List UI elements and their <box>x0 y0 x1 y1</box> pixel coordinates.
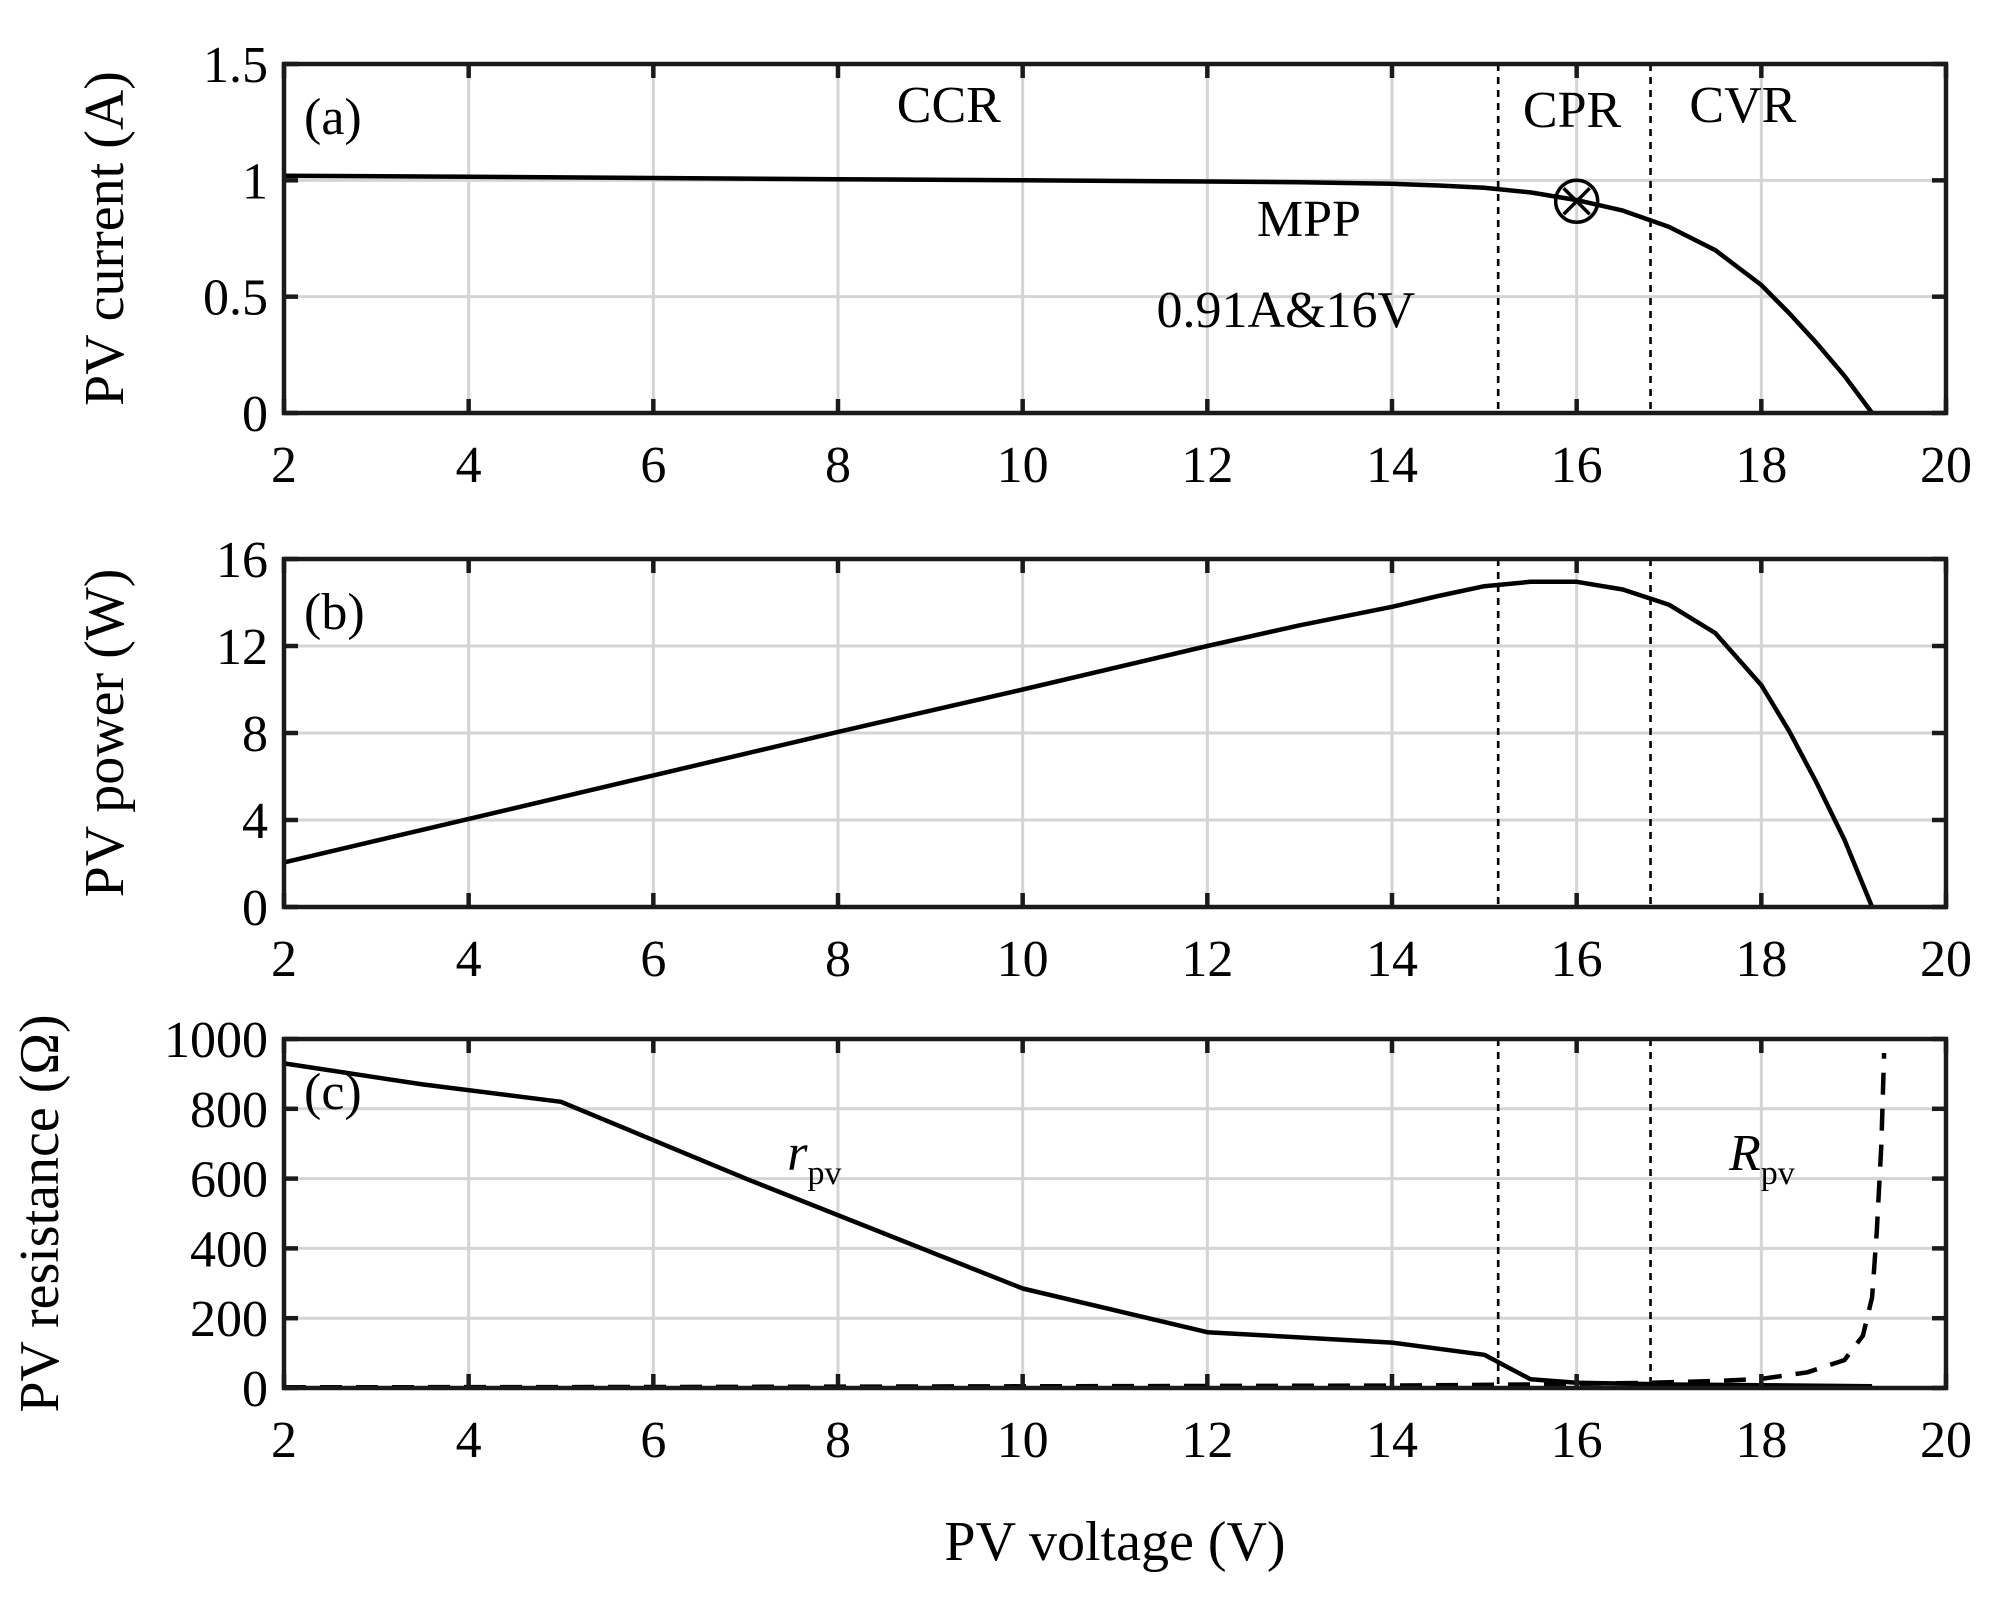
x-tick-label: 18 <box>1735 437 1787 494</box>
x-tick-label: 16 <box>1551 931 1603 988</box>
x-tick-label: 10 <box>997 437 1049 494</box>
x-tick-label: 10 <box>997 1412 1049 1469</box>
grid <box>284 559 1946 907</box>
y-tick-label: 600 <box>190 1152 268 1209</box>
x-tick-label: 14 <box>1366 931 1418 988</box>
y-tick-label: 16 <box>216 532 268 589</box>
y-tick-label: 0.5 <box>203 270 268 327</box>
y-tick-label: 1.5 <box>203 37 268 94</box>
y-tick-label: 400 <box>190 1221 268 1278</box>
panel-label: (a) <box>304 89 362 146</box>
x-tick-label: 8 <box>825 931 851 988</box>
x-tick-label: 4 <box>456 931 482 988</box>
y-axis-title: PV current (A) <box>74 71 136 406</box>
annotation-label: MPP <box>1257 191 1361 248</box>
y-tick-label: 8 <box>242 706 268 763</box>
x-tick-label: 20 <box>1920 931 1972 988</box>
mpp-marker <box>1553 178 1600 225</box>
x-tick-label: 6 <box>640 931 666 988</box>
y-tick-label: 200 <box>190 1291 268 1348</box>
y-tick-label: 0 <box>242 1361 268 1418</box>
annotation-label: CVR <box>1689 77 1796 134</box>
x-tick-label: 2 <box>271 1412 297 1469</box>
y-tick-label: 0 <box>242 880 268 937</box>
annotation-label: CPR <box>1523 82 1622 139</box>
x-tick-label: 14 <box>1366 437 1418 494</box>
x-tick-label: 4 <box>456 1412 482 1469</box>
x-tick-label: 14 <box>1366 1412 1418 1469</box>
panel-2: 2 4 6 8 10 12 14 16 18 20 0 4 8 12 16 PV power (W) (b) <box>74 532 1972 988</box>
x-tick-label: 12 <box>1181 1412 1233 1469</box>
y-tick-label: 0 <box>242 386 268 443</box>
y-tick-label: 12 <box>216 619 268 676</box>
annotation-label: Rpv <box>1728 1125 1795 1192</box>
grid <box>284 1039 1946 1388</box>
mpp-marker-circle <box>1553 178 1600 225</box>
x-axis-title: PV voltage (V) <box>944 1511 1285 1573</box>
x-tick-label: 6 <box>640 1412 666 1469</box>
annotation-label: rpv <box>787 1125 841 1192</box>
x-tick-label: 2 <box>271 931 297 988</box>
series-pv-power <box>283 579 1875 908</box>
y-tick-label: 800 <box>190 1082 268 1139</box>
annotation-label: 0.91A&16V <box>1157 282 1416 339</box>
y-axis-title: PV resistance (Ω) <box>9 1014 71 1412</box>
x-tick-label: 10 <box>997 931 1049 988</box>
x-tick-label: 20 <box>1920 437 1972 494</box>
x-tick-label: 16 <box>1551 437 1603 494</box>
series-pv-current <box>283 173 1874 415</box>
y-tick-label: 1 <box>242 153 268 210</box>
mpp-marker-cross <box>1562 187 1591 216</box>
x-tick-label: 2 <box>271 437 297 494</box>
x-tick-label: 18 <box>1735 931 1787 988</box>
panel-1: 2 4 6 8 10 12 14 16 18 20 0 0.5 1 1.5 PV current (A) (a… <box>74 37 1972 494</box>
y-axis-title: PV power (W) <box>74 569 136 898</box>
x-tick-label: 4 <box>456 437 482 494</box>
x-tick-label: 8 <box>825 437 851 494</box>
x-tick-label: 16 <box>1551 1412 1603 1469</box>
x-tick-label: 12 <box>1181 931 1233 988</box>
plot-frame <box>281 1036 1949 1391</box>
annotation-label: CCR <box>897 77 1001 134</box>
panel-label: (b) <box>304 584 365 641</box>
x-tick-label: 12 <box>1181 437 1233 494</box>
x-tick-label: 20 <box>1920 1412 1972 1469</box>
series-r-pv <box>283 1052 1887 1390</box>
y-tick-label: 1000 <box>164 1012 268 1069</box>
plot-frame <box>281 61 1949 416</box>
panel-label: (c) <box>304 1064 362 1121</box>
x-tick-label: 8 <box>825 1412 851 1469</box>
x-tick-label: 18 <box>1735 1412 1787 1469</box>
x-tick-label: 6 <box>640 437 666 494</box>
y-tick-label: 4 <box>242 793 268 850</box>
